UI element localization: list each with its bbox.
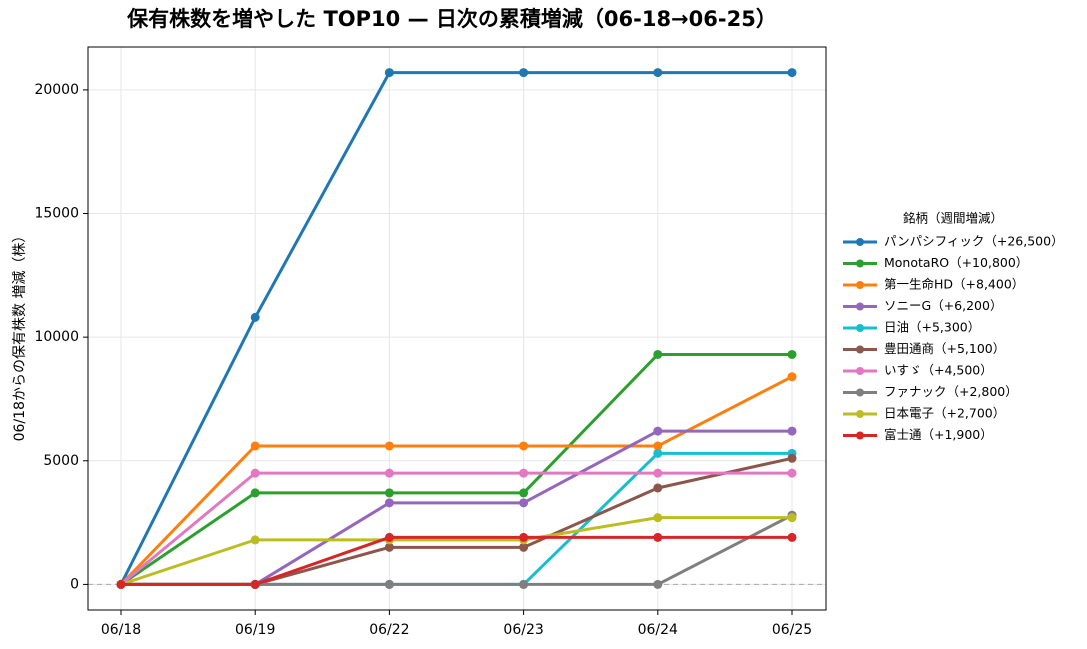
legend-label: 第一生命HD（+8,400） bbox=[884, 277, 1024, 292]
series-point bbox=[384, 498, 394, 508]
series-point bbox=[653, 68, 663, 78]
legend-label: 日油（+5,300） bbox=[884, 320, 980, 335]
legend-label: いすゞ（+4,500） bbox=[884, 363, 993, 378]
series-point bbox=[384, 532, 394, 542]
series-point bbox=[787, 426, 797, 436]
series-point bbox=[519, 532, 529, 542]
legend-marker bbox=[856, 431, 864, 440]
legend-label: 豊田通商（+5,100） bbox=[884, 341, 1005, 356]
series-point bbox=[250, 535, 260, 545]
series-point bbox=[519, 579, 529, 589]
legend-marker bbox=[856, 281, 864, 289]
series-point bbox=[519, 68, 529, 78]
series-line bbox=[121, 535, 792, 586]
x-tick-label: 06/25 bbox=[772, 622, 812, 638]
series-point bbox=[653, 468, 663, 478]
series-line bbox=[120, 471, 792, 586]
legend-marker bbox=[856, 324, 864, 332]
legend-marker bbox=[856, 367, 864, 375]
series-point bbox=[653, 441, 663, 451]
series-point bbox=[653, 579, 663, 589]
x-tick-label: 06/19 bbox=[235, 622, 275, 638]
series-point bbox=[519, 542, 529, 552]
legend-marker bbox=[856, 302, 864, 311]
x-tick-label: 06/23 bbox=[503, 622, 543, 638]
y-tick-label: 5000 bbox=[43, 453, 79, 469]
legend-label: 日本電子（+2,700） bbox=[884, 406, 1005, 421]
series-point bbox=[787, 68, 797, 78]
legend-marker bbox=[856, 345, 864, 354]
series-point bbox=[519, 498, 529, 508]
series-point bbox=[384, 68, 394, 78]
legend-marker bbox=[856, 238, 864, 246]
legend-title: 銘柄（週間増減） bbox=[903, 211, 1003, 226]
plot-frame bbox=[87, 46, 827, 611]
series-point bbox=[250, 441, 260, 451]
series-point bbox=[250, 468, 260, 478]
series-point bbox=[384, 468, 394, 478]
series-line bbox=[120, 352, 792, 586]
series-point bbox=[787, 349, 797, 359]
x-tick-label: 06/24 bbox=[638, 622, 678, 638]
series-point bbox=[787, 453, 797, 463]
series-point bbox=[519, 468, 529, 478]
y-axis-label: 06/18からの保有株数 増減（株） bbox=[11, 229, 28, 442]
series-point bbox=[519, 488, 529, 498]
series-point bbox=[787, 532, 797, 542]
legend-label: ソニーG（+6,200） bbox=[884, 298, 1002, 313]
y-tick-label: 10000 bbox=[34, 329, 79, 345]
y-tick-label: 0 bbox=[70, 576, 79, 592]
legend-marker bbox=[856, 259, 864, 268]
series-point bbox=[250, 312, 260, 322]
series-line bbox=[120, 516, 792, 586]
series-point bbox=[653, 532, 663, 542]
series-point bbox=[653, 513, 663, 523]
x-tick-label: 06/22 bbox=[369, 622, 409, 638]
series-point bbox=[653, 426, 663, 436]
series-point bbox=[787, 372, 797, 382]
series-line bbox=[119, 71, 792, 586]
legend-label: パンパシフィック（+26,500） bbox=[884, 234, 1064, 249]
legend-label: ファナック（+2,800） bbox=[884, 384, 1018, 399]
x-tick-label: 06/18 bbox=[101, 622, 141, 638]
chart-title: 保有株数を増やした TOP10 — 日次の累積増減（06-18→06-25） bbox=[126, 7, 777, 31]
series-point bbox=[653, 448, 663, 458]
legend-label: MonotaRO（+10,800） bbox=[884, 255, 1028, 270]
series-point bbox=[384, 579, 394, 589]
series-point bbox=[384, 488, 394, 498]
series-point bbox=[787, 513, 797, 523]
legend-marker bbox=[856, 388, 864, 397]
legend-marker bbox=[856, 410, 864, 418]
series-point bbox=[653, 349, 663, 359]
y-tick-label: 15000 bbox=[34, 206, 79, 222]
y-tick-label: 20000 bbox=[34, 82, 79, 98]
series-line bbox=[119, 375, 793, 586]
series-point bbox=[384, 441, 394, 451]
series-point bbox=[250, 488, 260, 498]
series-point bbox=[384, 542, 394, 552]
series-point bbox=[116, 579, 126, 589]
series-point bbox=[519, 441, 529, 451]
series-point bbox=[787, 468, 797, 478]
series-point bbox=[250, 579, 260, 589]
series-point bbox=[653, 483, 663, 493]
legend-label: 富士通（+1,900） bbox=[884, 427, 993, 442]
